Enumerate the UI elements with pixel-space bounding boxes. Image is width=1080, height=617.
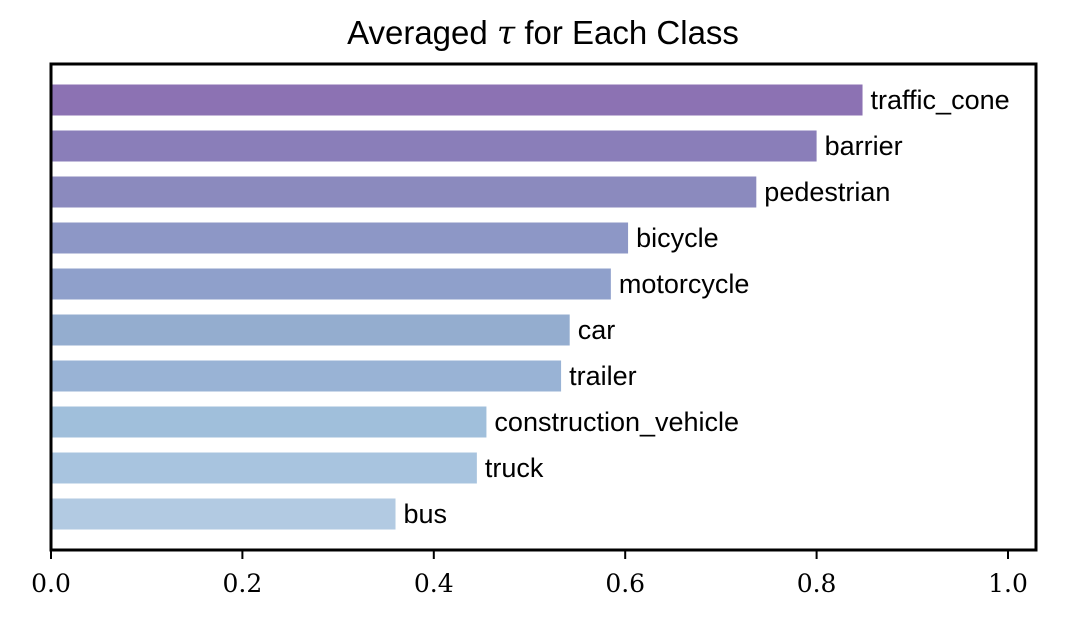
bar-car: [52, 314, 570, 346]
bar-bicycle: [52, 222, 629, 254]
bar-construction_vehicle: [52, 406, 487, 438]
bar-label: traffic_cone: [871, 85, 1010, 115]
bar-label: truck: [485, 453, 544, 483]
x-tick-label: 0.8: [797, 569, 837, 598]
chart-title: Averaged τ for Each Class: [347, 13, 739, 52]
bar-label: trailer: [569, 361, 637, 391]
bar-label: car: [578, 315, 616, 345]
bar-label: pedestrian: [764, 177, 890, 207]
x-tick-label: 0.2: [223, 569, 263, 598]
bar-trailer: [52, 360, 562, 392]
bars-layer: [52, 84, 863, 530]
x-tick-label: 0.4: [414, 569, 454, 598]
bar-label: construction_vehicle: [494, 407, 739, 437]
chart-title-suffix: for Each Class: [515, 14, 739, 51]
bar-pedestrian: [52, 176, 757, 208]
x-tick-label: 1.0: [988, 569, 1028, 598]
bar-barrier: [52, 130, 817, 162]
bar-traffic_cone: [52, 84, 863, 116]
bar-motorcycle: [52, 268, 611, 300]
bar-label: bus: [404, 499, 448, 529]
chart-title-prefix: Averaged: [347, 14, 497, 51]
bar-label: barrier: [825, 131, 903, 161]
plot-frame: [49, 62, 1038, 552]
bar-bus: [52, 498, 396, 530]
chart-title-symbol: τ: [497, 13, 516, 52]
x-tick-label: 0.0: [31, 569, 71, 598]
x-tick-label: 0.6: [605, 569, 645, 598]
bar-label: bicycle: [636, 223, 719, 253]
x-axis-ticks: 0.0 0.2 0.4 0.6 0.8 1.0: [31, 550, 1028, 598]
bar-label: motorcycle: [619, 269, 750, 299]
bar-truck: [52, 452, 477, 484]
